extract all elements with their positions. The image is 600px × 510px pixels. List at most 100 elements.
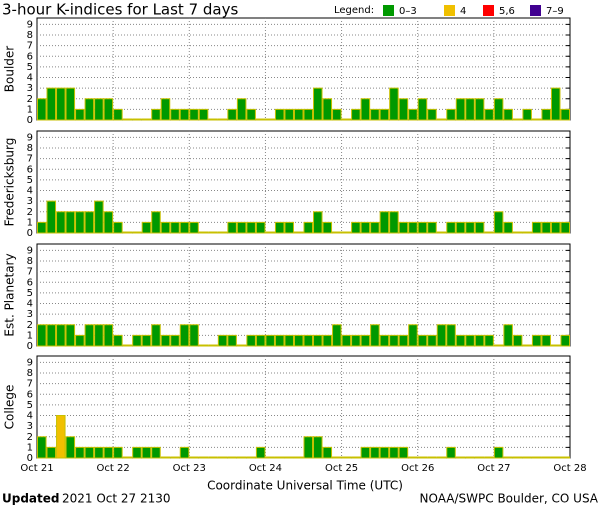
bar [37,324,47,347]
bar [512,231,523,234]
bar [84,446,95,459]
bar [103,211,114,234]
bar [389,211,399,234]
bar [65,436,76,459]
y-tick-label: 7 [27,154,33,165]
bar [493,446,504,459]
bar [113,108,123,121]
bar [322,98,333,121]
bar [94,446,104,459]
bar [151,446,161,459]
bar [208,231,218,234]
bar [360,446,371,459]
bar [531,334,542,347]
bar [474,456,485,459]
bar [265,231,275,234]
bar [246,334,256,347]
bar [141,221,152,234]
title: 3-hour K-indices for Last 7 days [2,1,238,19]
bar [65,211,76,234]
bar [198,456,209,459]
y-tick-label: 6 [27,389,33,400]
y-tick-label: 8 [27,368,33,379]
bar [389,87,399,121]
bar [170,108,180,121]
bar [313,211,323,234]
bar [455,98,466,121]
bar [332,108,342,121]
bar [550,456,561,459]
bar [198,231,209,234]
bar [284,108,294,121]
y-tick-label: 1 [27,330,33,341]
bar [94,324,104,347]
bar [189,324,199,347]
bar [179,446,190,459]
bar [436,118,447,121]
bar [512,456,523,459]
bar [370,221,380,234]
bar [179,221,190,234]
bar [65,324,76,347]
bar [455,334,466,347]
bar [75,334,85,347]
bar [84,324,95,347]
y-tick-label: 4 [27,186,33,197]
bar [427,456,437,459]
bar [417,456,428,459]
bar [455,221,466,234]
bar [246,456,256,459]
plot-area [36,17,571,121]
bar [379,108,390,121]
y-tick-label: 3 [27,196,33,207]
bar [122,344,133,347]
y-tick-label: 8 [27,256,33,267]
bar [132,118,142,121]
legend-label: 4 [460,6,466,17]
bar [332,231,342,234]
bar [531,456,542,459]
legend-swatch [530,5,541,16]
y-axis-label: Fredericksburg [3,138,17,227]
bar [274,334,285,347]
bar [351,221,361,234]
bar [236,344,247,347]
bar [236,221,247,234]
x-tick-label: Oct 27 [477,463,510,474]
bar [236,98,247,121]
bar [303,221,314,234]
bar [503,456,513,459]
legend-title: Legend: [334,5,374,16]
y-tick-label: 2 [27,320,33,331]
bar [341,456,352,459]
bar [160,456,171,459]
bar [198,344,209,347]
bar [46,446,57,459]
bar [255,118,266,121]
legend-label: 0–3 [399,6,417,17]
y-tick-label: 3 [27,309,33,320]
y-tick-label: 8 [27,143,33,154]
bar [122,456,133,459]
bar [541,456,551,459]
y-tick-label: 3 [27,421,33,432]
bar [179,108,190,121]
bar [351,108,361,121]
bar [484,108,494,121]
bar [493,211,504,234]
bar [455,456,466,459]
bar [303,436,314,459]
bar [484,334,494,347]
bar [512,118,523,121]
y-tick-label: 1 [27,217,33,228]
x-tick-label: Oct 23 [173,463,206,474]
plot-area [36,243,571,347]
y-tick-label: 5 [27,62,33,73]
bar [550,87,561,121]
bar [217,456,228,459]
bar [227,456,237,459]
bar [398,221,409,234]
bar [360,221,371,234]
y-tick-label: 6 [27,164,33,175]
bar [370,446,380,459]
